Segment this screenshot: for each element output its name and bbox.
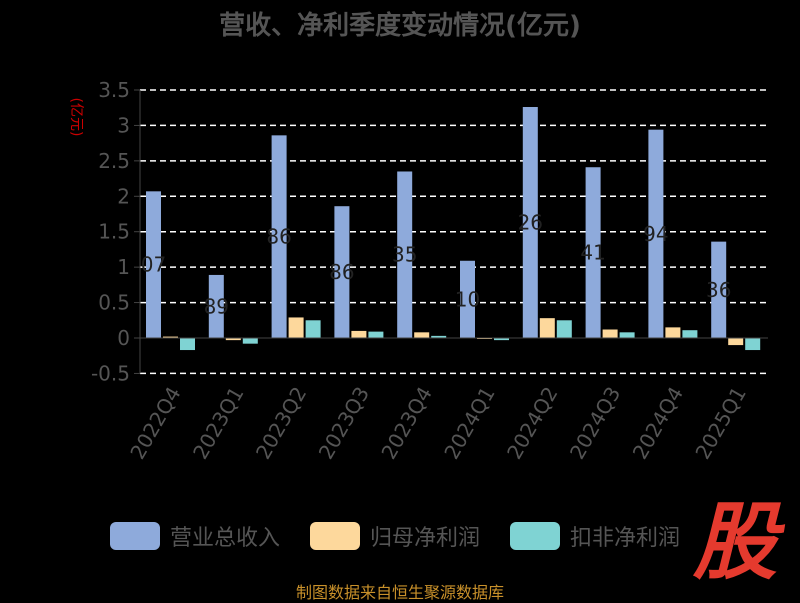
- x-tick-label: 2024Q1: [439, 383, 499, 464]
- x-tick-label: 2025Q1: [690, 383, 750, 464]
- data-label: 89: [204, 294, 229, 318]
- bar-营业总收入-2024Q1: [460, 260, 475, 338]
- bar-归母净利润-2024Q4: [665, 327, 681, 338]
- x-tick-label: 2023Q4: [376, 383, 436, 464]
- bar-扣非净利润-2024Q1: [494, 338, 509, 341]
- source-note: 制图数据来自恒生聚源数据库: [295, 583, 504, 602]
- legend-item-net-profit[interactable]: 归母净利润: [310, 518, 480, 554]
- bar-营业总收入-2023Q2: [271, 135, 287, 338]
- legend-label-revenue: 营业总收入: [170, 526, 281, 551]
- data-label: 35: [392, 243, 417, 267]
- bar-归母净利润-2024Q2: [539, 318, 555, 338]
- legend-swatch-revenue: [110, 522, 160, 550]
- x-tick-label: 2023Q1: [188, 383, 248, 464]
- x-tick-label: 2022Q4: [125, 383, 185, 464]
- logo-watermark: 股: [693, 493, 778, 591]
- data-label: 36: [706, 278, 731, 302]
- bar-扣非净利润-2024Q3: [619, 332, 635, 338]
- bar-营业总收入-2022Q4: [146, 191, 161, 338]
- grid-layer: [140, 89, 768, 375]
- legend-item-deducted-profit[interactable]: 扣非净利润: [510, 518, 680, 554]
- bar-营业总收入-2024Q3: [585, 167, 601, 338]
- y-tick-label: 3.5: [98, 78, 130, 102]
- x-tick-label: 2023Q2: [251, 383, 311, 464]
- legend-label-deducted-profit: 扣非净利润: [570, 526, 681, 551]
- bar-扣非净利润-2023Q4: [431, 335, 447, 338]
- data-label: 10: [455, 287, 480, 311]
- bar-营业总收入-2024Q4: [648, 129, 664, 338]
- legend-label-net-profit: 归母净利润: [370, 526, 481, 551]
- x-tick-label: 2023Q3: [314, 383, 374, 464]
- bar-归母净利润-2023Q3: [351, 330, 367, 338]
- legend-swatch-deducted-profit: [510, 522, 560, 550]
- bar-营业总收入-2025Q1: [711, 241, 727, 338]
- y-tick-label: 2: [117, 184, 130, 208]
- bar-归母净利润-2024Q3: [602, 329, 618, 338]
- bar-营业总收入-2024Q2: [522, 107, 538, 339]
- bar-layer: [146, 107, 761, 351]
- bar-扣非净利润-2023Q2: [305, 320, 321, 338]
- data-label: 41: [580, 241, 605, 265]
- x-tick-label: 2024Q4: [628, 383, 688, 464]
- data-label: 07: [141, 253, 166, 277]
- bar-归母净利润-2023Q2: [288, 317, 304, 338]
- data-label: 94: [643, 222, 668, 246]
- data-label: 86: [266, 225, 291, 249]
- data-label-layer: 07 89 86 86 35 10 26 41 94 36: [141, 211, 732, 319]
- legend: 营业总收入 归母净利润 扣非净利润: [0, 518, 800, 554]
- bar-扣非净利润-2022Q4: [180, 338, 195, 351]
- legend-item-revenue[interactable]: 营业总收入: [110, 518, 280, 554]
- bar-营业总收入-2023Q3: [334, 206, 350, 338]
- chart-title: 营收、净利季度变动情况(亿元): [219, 10, 581, 41]
- data-label: 26: [518, 211, 543, 235]
- legend-swatch-net-profit: [310, 522, 360, 550]
- y-tick-label: -0.5: [91, 361, 130, 385]
- y-tick-label: 0.5: [98, 291, 130, 315]
- y-axis-label: (亿元): [68, 98, 84, 137]
- bar-归母净利润-2023Q1: [225, 338, 241, 341]
- x-tick-label: 2024Q3: [565, 383, 625, 464]
- bar-扣非净利润-2023Q3: [368, 331, 384, 338]
- bar-扣非净利润-2024Q2: [556, 320, 572, 338]
- bar-扣非净利润-2025Q1: [745, 338, 761, 351]
- bar-归母净利润-2023Q4: [414, 332, 430, 338]
- bar-营业总收入-2023Q1: [208, 274, 224, 338]
- bar-营业总收入-2023Q4: [397, 171, 413, 338]
- x-tick-label: 2024Q2: [502, 383, 562, 464]
- bar-扣非净利润-2023Q1: [242, 338, 258, 344]
- y-tick-label: 0: [117, 326, 130, 350]
- y-tick-label: 1.5: [98, 220, 130, 244]
- bar-归母净利润-2025Q1: [728, 338, 744, 346]
- data-label: 86: [329, 260, 354, 284]
- y-tick-label: 2.5: [98, 149, 130, 173]
- y-tick-label: 1: [117, 255, 130, 279]
- y-tick-label: 3: [117, 113, 130, 137]
- bar-归母净利润-2022Q4: [163, 336, 178, 338]
- bar-扣非净利润-2024Q4: [682, 330, 698, 338]
